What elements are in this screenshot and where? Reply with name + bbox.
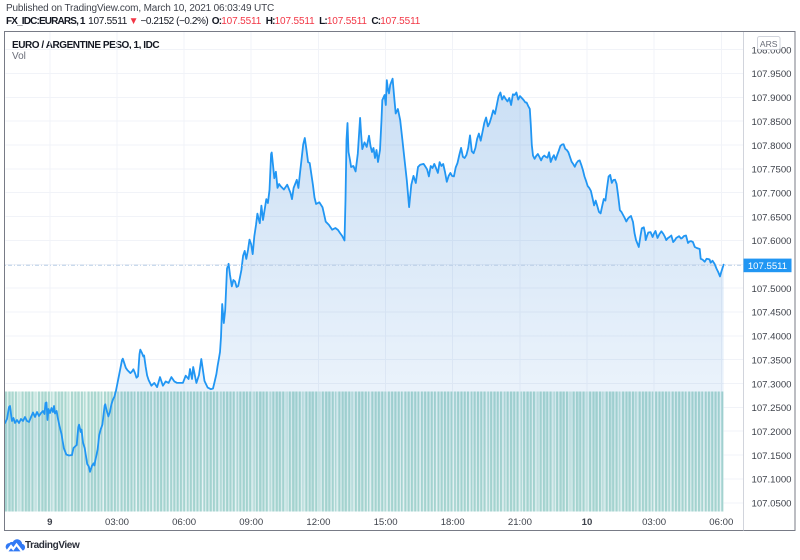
svg-text:03:00: 03:00 [105, 517, 129, 528]
svg-text:107.9500: 107.9500 [751, 69, 791, 80]
svg-text:107.5000: 107.5000 [751, 284, 791, 295]
svg-text:ARS: ARS [760, 39, 778, 49]
svg-text:107.1000: 107.1000 [751, 475, 791, 486]
svg-text:107.3500: 107.3500 [751, 356, 791, 367]
svg-text:18:00: 18:00 [441, 517, 465, 528]
svg-text:107.1500: 107.1500 [751, 451, 791, 462]
svg-text:107.8000: 107.8000 [751, 141, 791, 152]
svg-text:107.4000: 107.4000 [751, 332, 791, 343]
svg-text:107.8500: 107.8500 [751, 117, 791, 128]
svg-text:10: 10 [582, 517, 593, 528]
svg-text:21:00: 21:00 [508, 517, 532, 528]
svg-text:107.5511: 107.5511 [748, 261, 787, 272]
svg-text:107.2000: 107.2000 [751, 427, 791, 438]
svg-text:108.0000: 108.0000 [751, 45, 791, 56]
svg-text:12:00: 12:00 [306, 517, 330, 528]
svg-text:107.0500: 107.0500 [751, 499, 791, 510]
svg-text:107.7000: 107.7000 [751, 189, 791, 200]
svg-text:06:00: 06:00 [172, 517, 196, 528]
svg-text:107.6500: 107.6500 [751, 212, 791, 223]
svg-text:107.6000: 107.6000 [751, 236, 791, 247]
svg-text:107.9000: 107.9000 [751, 93, 791, 104]
svg-text:15:00: 15:00 [374, 517, 398, 528]
svg-text:09:00: 09:00 [239, 517, 263, 528]
svg-text:107.4500: 107.4500 [751, 308, 791, 319]
svg-text:03:00: 03:00 [642, 517, 666, 528]
svg-text:9: 9 [47, 517, 52, 528]
svg-text:107.2500: 107.2500 [751, 403, 791, 414]
svg-text:107.7500: 107.7500 [751, 165, 791, 176]
svg-text:107.3000: 107.3000 [751, 379, 791, 390]
svg-text:06:00: 06:00 [709, 517, 733, 528]
